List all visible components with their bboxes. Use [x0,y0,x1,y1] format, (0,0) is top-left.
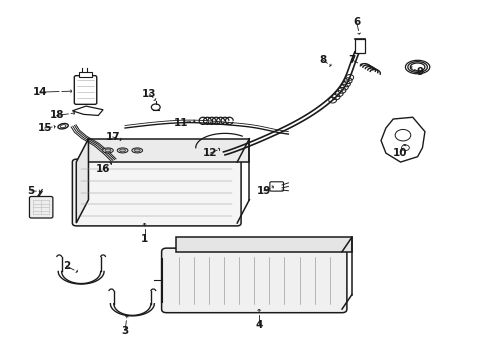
Text: 4: 4 [255,320,262,330]
Ellipse shape [132,148,142,153]
FancyBboxPatch shape [74,76,97,104]
Text: 11: 11 [174,118,188,128]
Ellipse shape [102,148,113,153]
Text: 9: 9 [416,67,423,77]
Polygon shape [176,237,351,252]
Text: 10: 10 [392,148,407,158]
Text: 3: 3 [121,325,128,336]
Bar [79,72,92,77]
Text: 19: 19 [256,186,271,196]
Text: 14: 14 [32,87,47,97]
Ellipse shape [117,148,128,153]
FancyBboxPatch shape [29,197,53,218]
Text: 18: 18 [49,111,64,121]
FancyBboxPatch shape [269,182,283,191]
Ellipse shape [105,149,111,152]
FancyBboxPatch shape [72,159,241,226]
Text: 15: 15 [37,123,52,133]
Text: 2: 2 [63,261,70,271]
Ellipse shape [120,149,125,152]
Text: 16: 16 [96,164,110,174]
Polygon shape [88,139,249,162]
FancyBboxPatch shape [161,248,346,313]
Text: 13: 13 [142,89,156,99]
Ellipse shape [134,149,140,152]
Text: 17: 17 [105,132,120,142]
Text: 8: 8 [318,55,325,65]
Polygon shape [76,139,88,223]
Bar [354,39,365,53]
Text: 1: 1 [141,234,148,244]
Text: 7: 7 [347,55,355,65]
Text: 5: 5 [27,186,35,196]
Text: 6: 6 [352,17,360,27]
Text: 12: 12 [203,148,217,158]
